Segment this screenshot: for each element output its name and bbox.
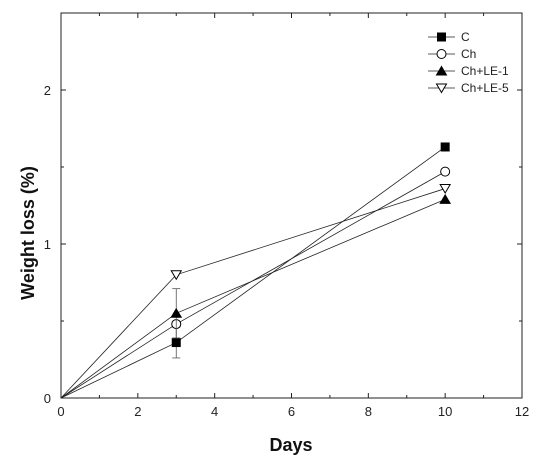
y-tick-label: 0 — [44, 391, 51, 406]
data-point-ch-le-1 — [170, 307, 183, 318]
legend-marker-ch-le-1 — [435, 65, 448, 76]
legend-label-ch-le-5: Ch+LE-5 — [461, 81, 509, 95]
series-ch-le-5 — [60, 184, 452, 399]
x-tick-label: 8 — [365, 404, 372, 419]
y-tick-label: 2 — [44, 83, 51, 98]
series-line-ch-le-1 — [60, 198, 446, 399]
data-point-ch-le-1 — [439, 193, 452, 204]
x-tick-label: 6 — [288, 404, 295, 419]
legend-marker-ch — [436, 49, 447, 59]
data-point-ch — [440, 166, 451, 177]
data-point-c — [440, 142, 450, 152]
series-line-c — [60, 146, 446, 399]
series-line-ch-le-5 — [60, 188, 446, 399]
x-tick-label: 4 — [211, 404, 218, 419]
legend-marker-c — [437, 32, 446, 42]
data-point-ch-le-5 — [439, 184, 452, 195]
legend-label-c: C — [461, 30, 470, 44]
x-tick-label: 12 — [515, 404, 529, 419]
legend-label-ch-le-1: Ch+LE-1 — [461, 64, 509, 78]
series-ch — [60, 166, 451, 399]
y-axis-title: Weight loss (%) — [18, 166, 38, 300]
legend-marker-ch-le-5 — [435, 83, 448, 94]
series-line-ch — [60, 171, 446, 399]
y-tick-label: 1 — [44, 237, 51, 252]
x-axis-title: Days — [269, 435, 312, 455]
x-tick-label: 2 — [134, 404, 141, 419]
series-c — [60, 142, 450, 399]
legend-label-ch: Ch — [461, 47, 476, 61]
data-point-c — [171, 338, 181, 348]
series-ch-le-1 — [60, 193, 452, 399]
x-tick-label: 0 — [57, 404, 64, 419]
data-point-ch-le-5 — [170, 270, 183, 281]
x-tick-label: 10 — [438, 404, 452, 419]
